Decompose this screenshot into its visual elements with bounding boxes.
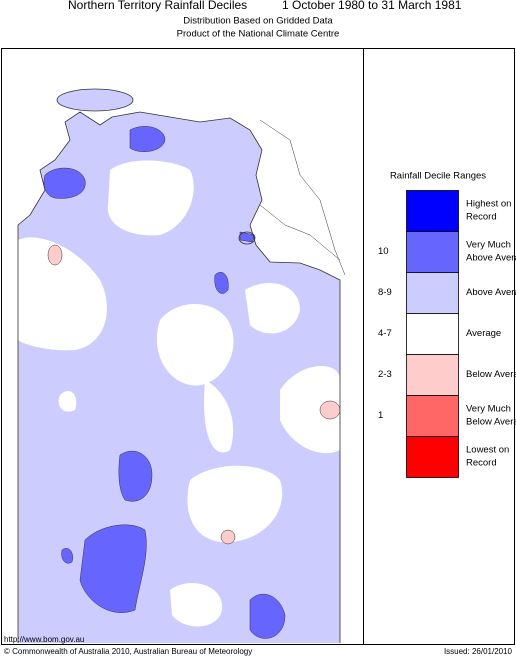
coastline xyxy=(17,88,346,643)
legend-swatch xyxy=(406,354,459,396)
legend-label: Record xyxy=(466,212,497,223)
title: Northern Territory Rainfall Deciles xyxy=(68,0,247,12)
decile-label: 10 xyxy=(378,246,389,257)
legend-label: Record xyxy=(466,458,497,469)
legend-label: Very Much xyxy=(466,404,511,415)
legend-title: Rainfall Decile Ranges xyxy=(390,171,486,182)
legend: Highest on Record Very Much Above Average 10… xyxy=(378,190,516,478)
legend-swatch xyxy=(406,436,459,478)
legend-swatch xyxy=(406,272,459,314)
footer-url: http://www.bom.gov.au xyxy=(4,635,84,644)
decile-label: 2-3 xyxy=(378,369,392,380)
decile-label: 1 xyxy=(378,410,383,421)
very-much-above-average-areas xyxy=(43,126,286,639)
rainfall-map xyxy=(18,89,340,643)
subtitle: Distribution Based on Gridded Data xyxy=(183,16,333,27)
footer-issued: Issued: 26/01/2010 xyxy=(444,647,513,656)
period: 1 October 1980 to 31 March 1981 xyxy=(282,0,462,12)
legend-label: Above Average xyxy=(466,253,516,264)
legend-label: Below Average xyxy=(466,417,516,428)
legend-label: Lowest on xyxy=(466,445,509,456)
legend-label: Very Much xyxy=(466,240,511,251)
footer-copyright: © Commonwealth of Australia 2010, Austra… xyxy=(4,647,252,656)
legend-swatch xyxy=(406,190,459,232)
legend-swatch xyxy=(406,231,459,273)
decile-label: 4-7 xyxy=(378,328,392,339)
legend-label: Above Average xyxy=(466,287,516,298)
legend-swatch xyxy=(406,395,459,437)
average-areas xyxy=(18,160,340,627)
legend-label: Highest on xyxy=(466,199,511,210)
legend-swatch xyxy=(406,313,459,355)
decile-label: 8-9 xyxy=(378,287,392,298)
subtitle: Product of the National Climate Centre xyxy=(177,29,340,40)
legend-label: Below Average xyxy=(466,369,516,380)
below-average-areas xyxy=(47,244,340,545)
legend-label: Average xyxy=(466,328,501,339)
